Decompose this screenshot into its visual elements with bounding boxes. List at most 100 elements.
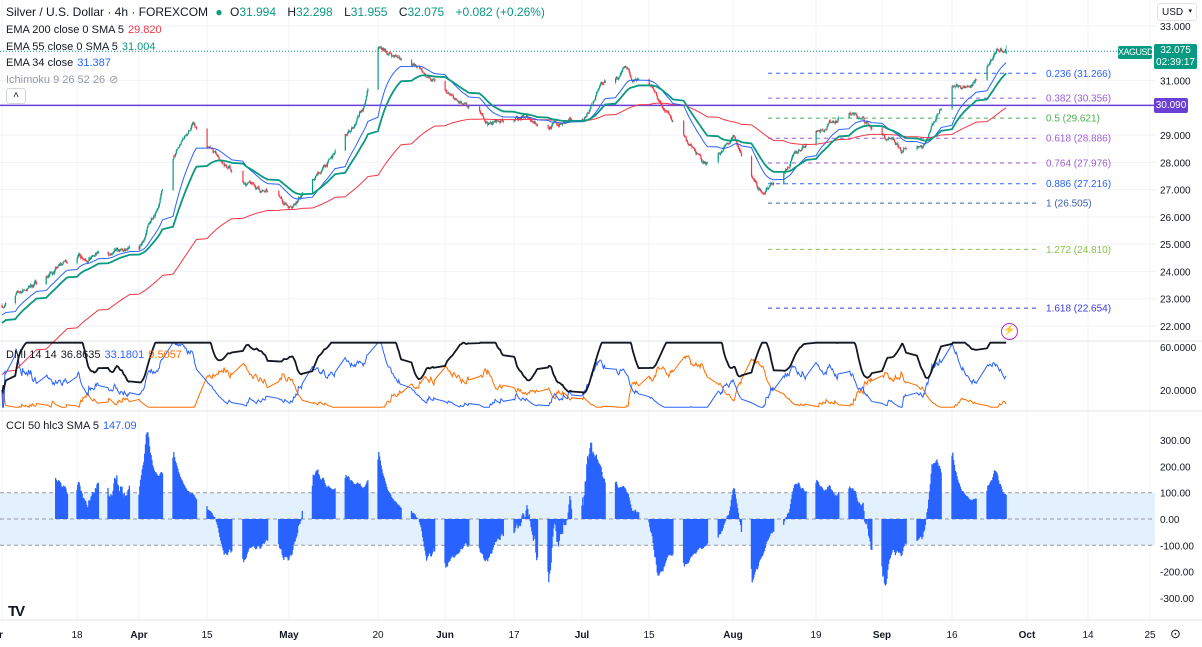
candle-body — [557, 124, 559, 126]
candle-body — [138, 246, 140, 250]
time-axis-label: 25 — [1144, 630, 1156, 641]
candle-body — [799, 149, 801, 151]
candle — [957, 84, 959, 88]
candle-body — [112, 252, 114, 254]
candle-body — [174, 156, 176, 157]
candle — [804, 145, 806, 149]
candle-body — [823, 131, 825, 132]
candle-body — [768, 186, 770, 188]
ema34-legend[interactable]: EMA 34 close 31.387 — [6, 57, 111, 69]
ichimoku-legend[interactable]: Ichimoku 9 26 52 26 ⊘ — [6, 74, 119, 86]
candle — [990, 58, 992, 62]
candle — [482, 112, 484, 117]
candle-body — [600, 82, 602, 85]
candle-body — [16, 291, 18, 294]
tradingview-logo[interactable]: TV — [8, 603, 25, 620]
candle-body — [549, 127, 551, 129]
candle — [800, 149, 803, 152]
time-axis-label: 14 — [1082, 630, 1094, 641]
candle-body — [597, 90, 599, 93]
candle-body — [558, 124, 560, 127]
candle-body — [288, 207, 290, 209]
candle-body — [467, 107, 469, 108]
candle — [51, 271, 53, 275]
candle — [279, 196, 282, 199]
candle — [939, 108, 942, 111]
candle-body — [180, 141, 182, 145]
eye-crossed-icon[interactable]: ⊘ — [109, 74, 119, 86]
candle-body — [660, 101, 662, 103]
candle-body — [759, 188, 761, 191]
cci-legend[interactable]: CCI 50 hlc3 SMA 5 147.09 — [6, 420, 137, 432]
candle-body — [921, 146, 923, 149]
candle — [265, 188, 267, 193]
candle-body — [110, 253, 112, 256]
candle-body — [326, 163, 328, 167]
candle-body — [583, 117, 586, 121]
candle-body — [894, 140, 896, 143]
candle — [399, 58, 402, 61]
ema55-legend[interactable]: EMA 55 close 0 SMA 5 31.004 — [6, 41, 156, 53]
candle-body — [462, 103, 464, 105]
candle-body — [820, 129, 822, 132]
candle-body — [740, 153, 743, 157]
candle-body — [121, 249, 123, 251]
candle-body — [1003, 51, 1005, 53]
candle-body — [295, 202, 297, 205]
candle — [367, 87, 369, 93]
candle-body — [120, 249, 122, 250]
candle — [770, 181, 773, 185]
candle-body — [706, 161, 709, 163]
candle-body — [444, 81, 446, 91]
time-axis-label: Mar — [0, 630, 3, 641]
candle — [186, 133, 188, 137]
candle — [622, 66, 625, 69]
lightning-icon[interactable]: ⚡ — [1001, 323, 1018, 340]
candle — [892, 137, 894, 140]
candle-body — [770, 183, 773, 184]
candle — [28, 285, 30, 288]
candle — [62, 261, 64, 266]
candle-body — [97, 251, 99, 253]
candle — [411, 58, 413, 67]
candle — [249, 179, 251, 183]
ema200-legend[interactable]: EMA 200 close 0 SMA 5 29.820 — [6, 24, 162, 36]
candle-body — [920, 145, 922, 147]
candle — [217, 154, 219, 158]
candle-body — [492, 122, 494, 125]
dmi-legend[interactable]: DMI 14 14 36.8635 33.1801 9.5057 — [6, 349, 182, 361]
candle-body — [257, 187, 259, 188]
candle-body — [767, 188, 769, 190]
candle-body — [588, 110, 590, 114]
candle — [698, 153, 700, 156]
candle — [91, 255, 93, 259]
settings-icon[interactable]: ⊙ — [1170, 626, 1181, 641]
candle-body — [111, 253, 114, 255]
candle-body — [449, 93, 451, 95]
candle — [937, 112, 939, 117]
candle — [884, 134, 886, 140]
candle — [365, 99, 367, 105]
candle-body — [586, 113, 588, 117]
candle — [125, 248, 128, 251]
candle-body — [969, 87, 971, 88]
candle-body — [463, 103, 465, 105]
candle-body — [227, 167, 229, 169]
candle-body — [311, 179, 314, 193]
candle — [896, 143, 898, 146]
candle — [145, 230, 147, 236]
candle-body — [772, 183, 774, 185]
candle-body — [765, 189, 767, 192]
currency-select[interactable]: USD ▾ — [1157, 3, 1197, 21]
candle-body — [625, 66, 627, 68]
candle — [358, 111, 360, 118]
candle-body — [58, 265, 60, 266]
candle — [993, 53, 995, 60]
candle-body — [412, 64, 414, 66]
collapse-legend-button[interactable]: ˄ — [6, 88, 26, 104]
horizontal-line-tag[interactable]: 30.090 — [1154, 98, 1188, 113]
candle-body — [206, 128, 208, 148]
candle — [970, 84, 972, 89]
candle-body — [902, 150, 904, 153]
